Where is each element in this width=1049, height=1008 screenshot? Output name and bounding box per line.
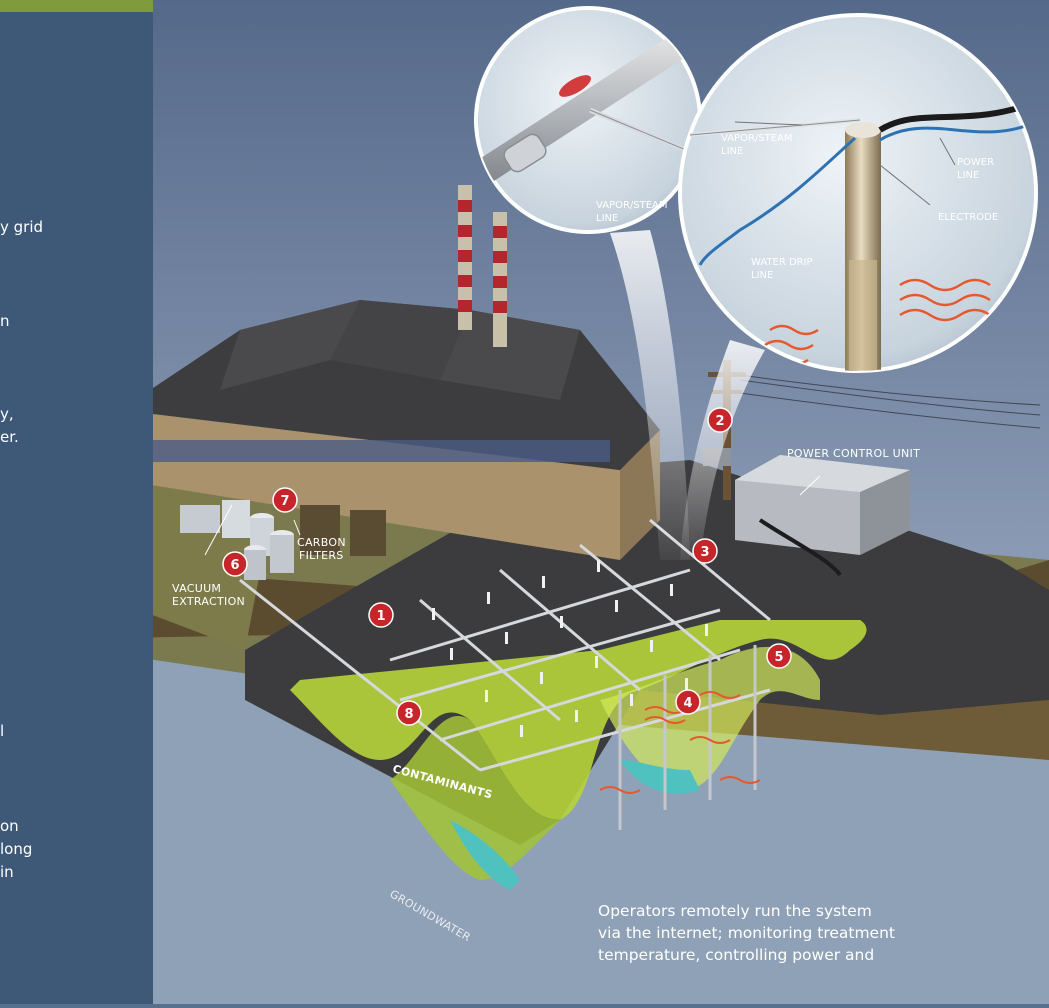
marker-3-label: 3 [700,545,709,560]
side-text-4: er. [0,428,19,446]
marker-1-label: 1 [376,609,385,624]
label-water-drip-2: LINE [751,270,773,281]
label-vapor-line-left-1: VAPOR/STEAM [596,200,668,211]
side-text-8: in [0,863,14,881]
label-water-drip-1: WATER DRIP [751,257,813,268]
side-text-6: on [0,817,19,835]
marker-5: 5 [766,643,792,669]
label-carbon-filters-2: FILTERS [299,549,344,562]
contaminant-plume [290,620,867,890]
caption-line-1: Operators remotely run the system [598,902,872,920]
label-power-control-unit: POWER CONTROL UNIT [787,447,920,460]
side-text-2: n [0,312,10,330]
electrodes [432,560,708,737]
beam-right [680,340,765,560]
label-vacuum-extraction-2: EXTRACTION [172,595,245,608]
factory-building [120,300,660,560]
marker-6: 6 [222,551,248,577]
filters-leader [293,519,301,536]
marker-4: 4 [675,689,701,715]
side-panel-accent [0,0,153,12]
marker-8: 8 [396,700,422,726]
marker-7: 7 [272,487,298,513]
vacuum-leader [204,504,233,556]
caption-line-2: via the internet; monitoring treatment [598,924,895,942]
label-vapor-line-top-1: VAPOR/STEAM [721,133,793,144]
marker-3: 3 [692,538,718,564]
control-unit-leader [799,475,821,496]
side-text-5: l [0,722,5,740]
label-vacuum-extraction-1: VACUUM [172,582,221,595]
marker-8-label: 8 [404,707,413,722]
marker-5-label: 5 [774,650,783,665]
side-text-7: long [0,840,33,858]
heat-waves-section [599,691,761,794]
vacuum-and-filters [180,500,294,580]
label-power-line-2: LINE [957,170,979,181]
side-text-3: y, [0,405,14,423]
magnifier-pipe-connection [474,6,702,234]
marker-1: 1 [368,602,394,628]
marker-4-label: 4 [683,696,692,711]
caption-line-3: temperature, controlling power and [598,946,875,964]
label-vapor-line-top-2: LINE [721,146,743,157]
pipe-grid [239,518,771,772]
caption: Operators remotely run the system via th… [598,900,1038,966]
label-power-line-1: POWER [957,157,994,168]
marker-7-label: 7 [280,494,289,509]
beam-left [610,230,690,560]
side-text-1: y grid [0,218,44,236]
label-vapor-line-left-2: LINE [596,213,618,224]
side-panel: y grid n y, er. l on long in [0,0,153,1004]
label-carbon-filters-1: CARBON [297,536,346,549]
marker-2-label: 2 [715,414,724,429]
smokestacks [458,185,507,347]
label-electrode: ELECTRODE [938,212,998,223]
section-electrodes [618,645,757,830]
marker-6-label: 6 [230,558,239,573]
marker-2: 2 [707,407,733,433]
magnifier-electrode [678,13,1038,373]
